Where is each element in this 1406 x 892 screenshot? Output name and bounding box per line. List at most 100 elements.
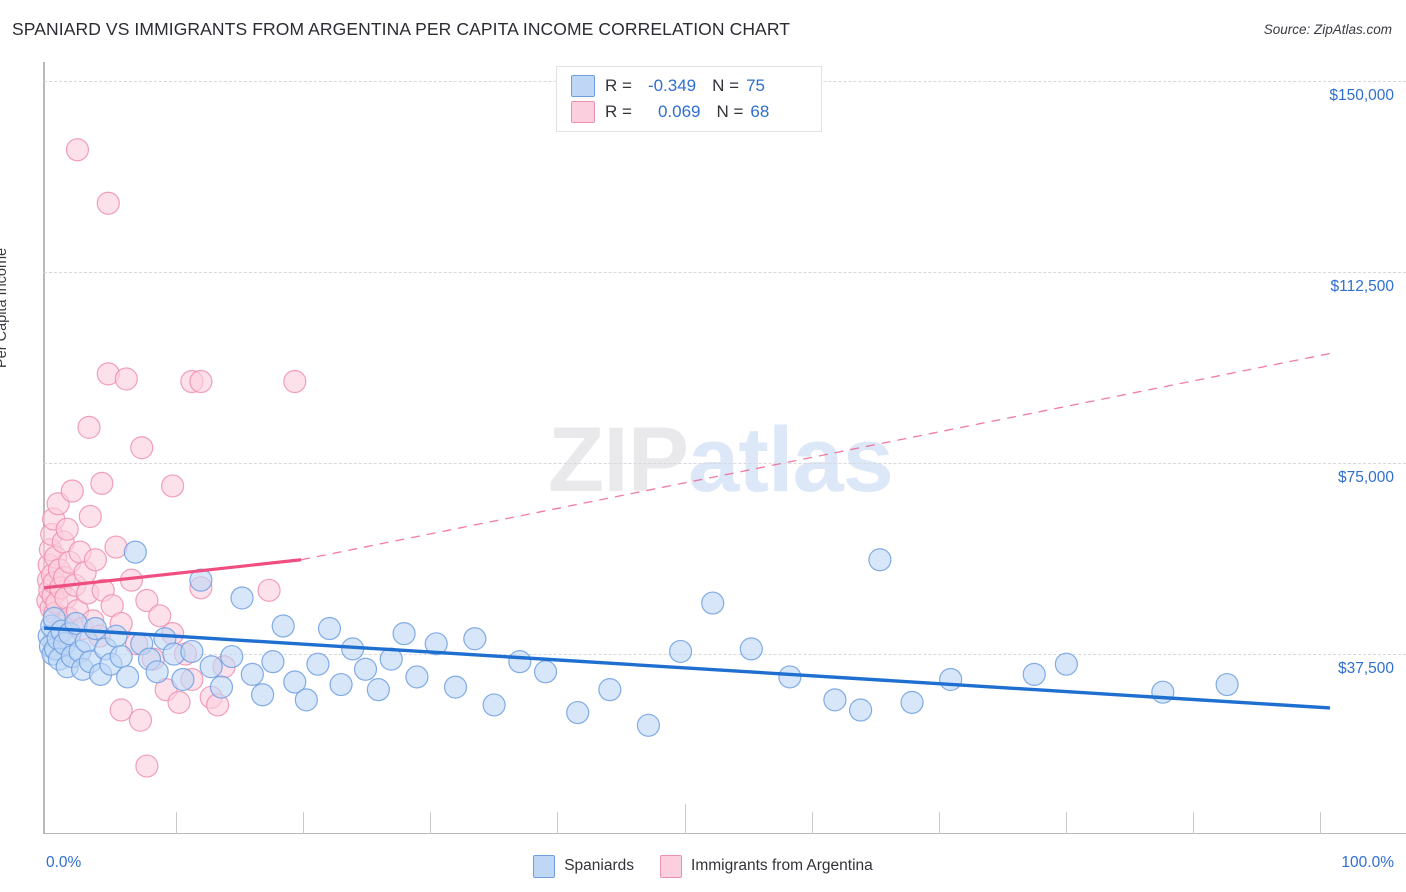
scatter-point <box>123 540 147 564</box>
scatter-point <box>392 622 416 646</box>
scatter-point <box>135 754 159 778</box>
correlation-legend: R = -0.349 N = 75 R = 0.069 N = 68 <box>556 66 822 132</box>
x-axis-min-label: 0.0% <box>46 854 82 871</box>
scatter-point <box>533 660 558 684</box>
scatter-point <box>306 652 330 676</box>
scatter-point <box>739 637 763 661</box>
scatter-point <box>353 657 378 681</box>
legend-item-spaniards[interactable]: Spaniards <box>533 854 635 878</box>
scatter-point <box>366 678 390 702</box>
scatter-point <box>1215 672 1239 697</box>
scatter-point <box>109 644 133 669</box>
x-tick <box>303 812 305 834</box>
y-tick-label-37500: $37,500 <box>1337 660 1394 677</box>
x-tick <box>1066 812 1068 834</box>
scatter-point <box>77 415 101 439</box>
gridline-37500 <box>44 654 1406 655</box>
legend-swatch-spaniards-bottom <box>533 854 556 878</box>
gridline-112500 <box>44 272 1406 273</box>
n-label: N = <box>716 102 744 121</box>
legend-label-immigrants: Immigrants from Argentina <box>691 857 873 874</box>
scatter-point <box>283 369 307 394</box>
scatter-point <box>566 700 590 725</box>
scatter-point <box>1022 662 1046 686</box>
x-tick <box>812 812 814 834</box>
correlation-row-spaniards: R = -0.349 N = 75 <box>571 73 765 99</box>
trendline-immigrants-solid <box>43 558 302 590</box>
scatter-point <box>128 708 153 732</box>
r-label: R = <box>605 102 632 121</box>
scatter-point <box>135 588 159 613</box>
legend-swatch-immigrants-bottom <box>660 854 683 878</box>
scatter-point <box>443 675 468 699</box>
scatter-point <box>598 678 622 702</box>
scatter-point <box>668 639 693 664</box>
scatter-point <box>171 667 195 692</box>
scatter-point <box>83 548 108 572</box>
scatter-point <box>939 667 963 692</box>
r-label: R = <box>605 76 632 95</box>
x-axis-line <box>43 833 1406 835</box>
n-label: N = <box>712 76 740 95</box>
n-value-immigrants: 68 <box>750 102 770 121</box>
scatter-point <box>145 660 169 684</box>
scatter-point <box>109 698 133 722</box>
x-tick <box>430 812 432 834</box>
scatter-point <box>701 591 725 615</box>
scatter-point <box>482 693 506 717</box>
scatter-point <box>161 474 185 498</box>
x-tick <box>685 804 687 834</box>
n-value-spaniards: 75 <box>746 76 765 95</box>
scatter-point <box>294 688 318 712</box>
y-axis-line <box>43 62 45 834</box>
scatter-point <box>104 624 128 648</box>
scatter-point <box>90 471 114 495</box>
r-value-immigrants: 0.069 <box>657 102 701 121</box>
x-tick <box>176 812 178 834</box>
scatter-point <box>167 690 191 714</box>
scatter-point <box>636 713 661 737</box>
scatter-point <box>424 632 448 656</box>
scatter-point <box>257 578 281 602</box>
series-legend: Spaniards Immigrants from Argentina <box>0 850 1406 882</box>
legend-swatch-spaniards <box>571 75 595 97</box>
scatter-point <box>261 650 285 674</box>
x-tick <box>1193 812 1195 834</box>
legend-item-immigrants[interactable]: Immigrants from Argentina <box>660 854 873 878</box>
correlation-row-immigrants: R = 0.069 N = 68 <box>571 99 769 125</box>
trendline-immigrants-dashed <box>301 352 1331 561</box>
scatter-point <box>55 517 79 541</box>
scatter-point <box>209 675 234 699</box>
scatter-point <box>405 665 429 689</box>
page-title: SPANIARD VS IMMIGRANTS FROM ARGENTINA PE… <box>12 19 791 39</box>
scatter-point <box>900 690 924 714</box>
x-tick <box>939 812 941 834</box>
legend-label-spaniards: Spaniards <box>564 857 635 874</box>
scatter-point <box>778 665 802 689</box>
scatter-point <box>230 586 254 610</box>
scatter-point <box>180 639 204 664</box>
scatter-point <box>104 535 128 559</box>
legend-swatch-immigrants <box>571 101 595 123</box>
scatter-point <box>823 688 847 712</box>
y-tick-label-150000: $150,000 <box>1329 87 1394 104</box>
series-spaniards <box>37 540 1239 737</box>
scatter-point <box>60 479 84 503</box>
scatter-point <box>220 644 244 669</box>
series-immigrants <box>36 138 307 778</box>
scatter-point <box>189 369 213 394</box>
scatter-point <box>317 616 342 641</box>
scatter-point <box>1151 680 1175 704</box>
gridline-75000 <box>44 463 1406 464</box>
y-tick-label-75000: $75,000 <box>1337 469 1394 486</box>
scatter-point <box>96 191 120 215</box>
scatter-point <box>463 627 487 651</box>
scatter-point <box>114 367 138 391</box>
scatter-point <box>78 504 102 529</box>
source-label: Source: ZipAtlas.com <box>1263 22 1392 37</box>
scatter-point <box>130 436 154 460</box>
scatter-point <box>283 670 307 694</box>
scatter-point <box>199 655 223 679</box>
